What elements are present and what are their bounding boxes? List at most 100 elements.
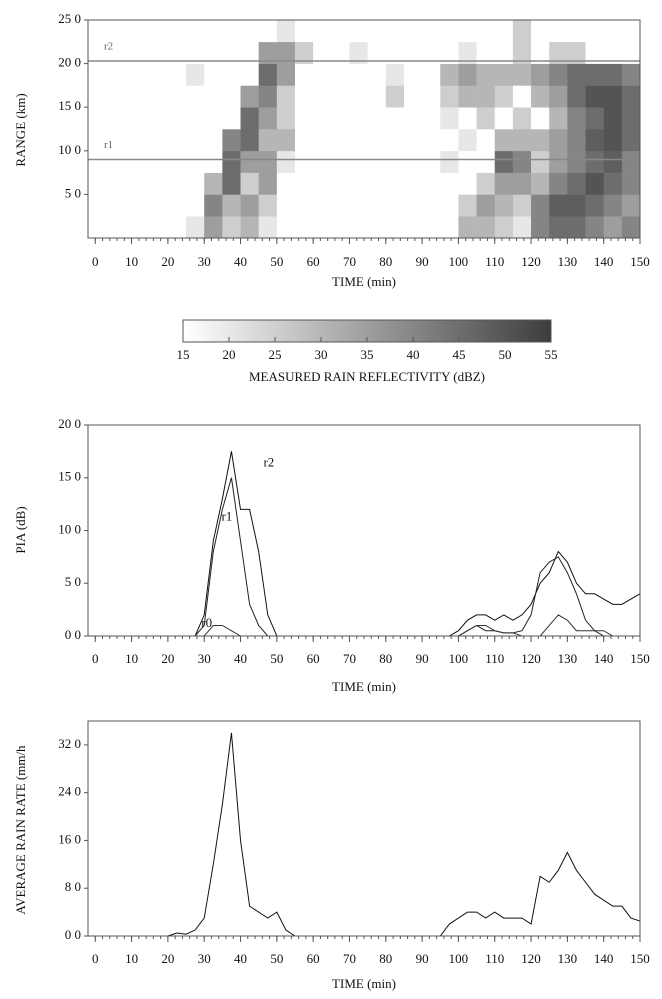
heat-cell [422, 41, 441, 64]
heat-cell [476, 172, 496, 195]
heat-cell [95, 20, 114, 43]
colorbar-step [252, 320, 258, 342]
heat-cell [331, 63, 350, 86]
heat-cell [131, 20, 151, 43]
heat-cell [349, 172, 368, 195]
heat-cell [295, 150, 314, 173]
heat-cell [149, 150, 169, 173]
colorbar-step [265, 320, 271, 342]
colorbar-tick-label: 15 [177, 347, 190, 362]
colorbar-step [325, 320, 331, 342]
heat-cell [149, 216, 169, 239]
y-tick-label: 10 0 [58, 521, 81, 536]
heat-cell [349, 129, 368, 152]
heat-cell [367, 150, 387, 173]
heat-cell [567, 20, 586, 43]
heat-cell [440, 63, 459, 86]
heat-cell [403, 129, 423, 152]
heat-cell [458, 107, 477, 130]
colorbar-step [233, 320, 239, 342]
colorbar-step [196, 320, 202, 342]
heat-cell [458, 41, 477, 64]
heat-cell [621, 172, 641, 195]
heat-cell [531, 172, 550, 195]
heat-cell [567, 85, 586, 108]
x-tick-label: 90 [416, 651, 429, 666]
heat-cell [313, 107, 332, 130]
x-tick-label: 110 [485, 651, 504, 666]
heat-cell [204, 107, 223, 130]
colorbar-step [270, 320, 276, 342]
colorbar-step [495, 320, 501, 342]
heat-cell [131, 41, 151, 64]
heat-cell [149, 85, 169, 108]
heat-cell [385, 107, 405, 130]
heat-cell [113, 194, 132, 217]
heat-cell [95, 107, 114, 130]
heat-cell [549, 107, 568, 130]
colorbar-step [422, 320, 428, 342]
heat-cell [440, 85, 459, 108]
heat-cell [258, 41, 278, 64]
y-tick-label: 25 0 [58, 11, 81, 26]
heat-cell [422, 20, 441, 43]
heat-cell [585, 107, 604, 130]
x-tick-label: 40 [234, 951, 247, 966]
heat-cell [186, 41, 205, 64]
heat-cell [204, 172, 223, 195]
heat-cell [422, 216, 441, 239]
heat-cell [186, 20, 205, 43]
heat-cell [385, 194, 405, 217]
colorbar-step [440, 320, 446, 342]
heat-cell [458, 216, 477, 239]
heat-cell [440, 20, 459, 43]
heat-cell [313, 41, 332, 64]
heat-cell [603, 85, 623, 108]
heat-cell [331, 172, 350, 195]
plot-frame [87, 424, 641, 637]
plot-frame [87, 720, 641, 937]
heat-cell [331, 41, 350, 64]
heat-cell [458, 20, 477, 43]
heat-cell [512, 150, 532, 173]
heat-cell [222, 85, 241, 108]
heat-cell [403, 172, 423, 195]
colorbar-step [256, 320, 262, 342]
heat-cell [422, 172, 441, 195]
heat-cell [367, 216, 387, 239]
heat-cell [95, 194, 114, 217]
colorbar-step [183, 320, 189, 342]
heat-cell [349, 216, 368, 239]
heat-cell [204, 216, 223, 239]
heat-cell [458, 63, 477, 86]
heat-cell [131, 129, 151, 152]
heat-cell [422, 150, 441, 173]
heat-cell [567, 194, 586, 217]
colorbar-step [390, 320, 396, 342]
y-tick-label: 0 0 [65, 927, 81, 942]
heat-cell [186, 150, 205, 173]
x-tick-label: 150 [630, 951, 650, 966]
x-tick-label: 120 [521, 951, 541, 966]
colorbar-step [302, 320, 308, 342]
heat-cell [621, 216, 641, 239]
heat-cell [440, 150, 459, 173]
heat-cell [549, 85, 568, 108]
y-tick-label: 0 0 [65, 627, 81, 642]
heat-cell [476, 216, 496, 239]
heat-cell [186, 129, 205, 152]
heat-cell [440, 129, 459, 152]
heat-cell [385, 85, 405, 108]
heat-cell [476, 85, 496, 108]
heat-cell [531, 194, 550, 217]
heat-cell [367, 41, 387, 64]
heat-cell [295, 63, 314, 86]
heat-cell [494, 63, 514, 86]
heat-cell [240, 129, 259, 152]
series-line [95, 477, 640, 637]
heat-cell [385, 216, 405, 239]
heat-cell [204, 41, 223, 64]
heat-cell [621, 194, 641, 217]
heat-cell [403, 85, 423, 108]
x-tick-label: 20 [161, 254, 174, 269]
